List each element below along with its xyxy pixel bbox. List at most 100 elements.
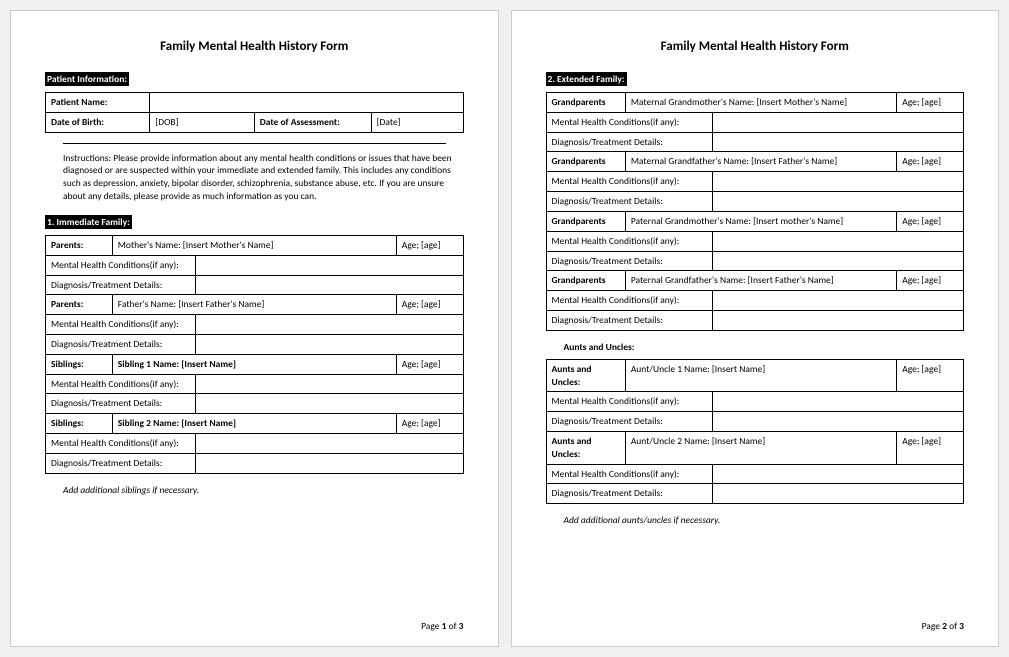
label-dtd: Diagnosis/Treatment Details:	[546, 192, 713, 212]
value-father-mhc[interactable]	[196, 315, 463, 335]
value-patgf-dtd[interactable]	[713, 310, 964, 330]
instructions-text: Instructions: Please provide information…	[63, 152, 464, 203]
label-mhc: Mental Health Conditions(if any):	[46, 434, 196, 454]
value-au1-mhc[interactable]	[713, 392, 964, 412]
value-matgm-dtd[interactable]	[713, 132, 964, 152]
page-2: Family Mental Health History Form 2. Ext…	[511, 10, 1000, 647]
value-au2-mhc[interactable]	[713, 464, 964, 484]
immediate-family-table: Parents: Mother's Name: [Insert Mother's…	[45, 235, 464, 474]
value-patgm-mhc[interactable]	[713, 231, 964, 251]
value-sibling2-name[interactable]: Sibling 2 Name: [Insert Name]	[112, 414, 396, 434]
label-dtd: Diagnosis/Treatment Details:	[546, 484, 713, 504]
label-dtd: Diagnosis/Treatment Details:	[546, 251, 713, 271]
value-au2-age[interactable]: Age; [age]	[897, 432, 964, 465]
label-mhc: Mental Health Conditions(if any):	[46, 315, 196, 335]
value-au2-name[interactable]: Aunt/Uncle 2 Name: [Insert Name]	[625, 432, 896, 465]
value-patgm-age[interactable]: Age; [age]	[897, 211, 964, 231]
label-siblings: Siblings:	[46, 354, 113, 374]
label-grandparents: Grandparents	[546, 271, 625, 291]
value-sibling2-dtd[interactable]	[196, 453, 463, 473]
page-footer: Page 1 of 3	[421, 620, 463, 632]
label-mhc: Mental Health Conditions(if any):	[546, 112, 713, 132]
page-footer: Page 2 of 3	[922, 620, 964, 632]
value-matgf-name[interactable]: Maternal Grandfather's Name: [Insert Fat…	[625, 152, 896, 172]
value-father-dtd[interactable]	[196, 334, 463, 354]
value-father-name[interactable]: Father's Name: [Insert Father's Name]	[112, 295, 396, 315]
label-dtd: Diagnosis/Treatment Details:	[46, 394, 196, 414]
note-aunts: Add additional aunts/uncles if necessary…	[564, 514, 965, 526]
value-matgf-age[interactable]: Age; [age]	[897, 152, 964, 172]
grandparents-table: Grandparents Maternal Grandmother's Name…	[546, 92, 965, 331]
form-title: Family Mental Health History Form	[45, 39, 464, 54]
label-dtd: Diagnosis/Treatment Details:	[46, 453, 196, 473]
value-sibling2-age[interactable]: Age; [age]	[396, 414, 463, 434]
value-sibling1-name[interactable]: Sibling 1 Name: [Insert Name]	[112, 354, 396, 374]
value-sibling2-mhc[interactable]	[196, 434, 463, 454]
aunts-uncles-table: Aunts and Uncles: Aunt/Uncle 1 Name: [In…	[546, 359, 965, 505]
label-dtd: Diagnosis/Treatment Details:	[546, 132, 713, 152]
label-dtd: Diagnosis/Treatment Details:	[546, 412, 713, 432]
section-patient-info: Patient Information:	[45, 72, 129, 86]
label-aunts-uncles: Aunts and Uncles:	[546, 432, 625, 465]
footer-of: of	[947, 620, 959, 632]
value-matgf-dtd[interactable]	[713, 192, 964, 212]
label-dob: Date of Birth:	[46, 112, 150, 132]
patient-info-table: Patient Name: Date of Birth: [DOB] Date …	[45, 92, 464, 133]
value-au1-name[interactable]: Aunt/Uncle 1 Name: [Insert Name]	[625, 359, 896, 392]
value-au1-age[interactable]: Age; [age]	[897, 359, 964, 392]
label-dtd: Diagnosis/Treatment Details:	[46, 334, 196, 354]
footer-of: of	[446, 620, 458, 632]
value-sibling1-age[interactable]: Age; [age]	[396, 354, 463, 374]
label-mhc: Mental Health Conditions(if any):	[546, 464, 713, 484]
section-immediate-family: 1. Immediate Family:	[45, 215, 132, 229]
value-patient-name[interactable]	[150, 93, 463, 113]
value-matgm-age[interactable]: Age; [age]	[897, 93, 964, 113]
value-dob[interactable]: [DOB]	[150, 112, 254, 132]
footer-page-label: Page	[922, 620, 943, 632]
label-grandparents: Grandparents	[546, 152, 625, 172]
value-mother-age[interactable]: Age; [age]	[396, 235, 463, 255]
label-dtd: Diagnosis/Treatment Details:	[46, 275, 196, 295]
label-doa: Date of Assessment:	[254, 112, 371, 132]
label-mhc: Mental Health Conditions(if any):	[546, 231, 713, 251]
label-mhc: Mental Health Conditions(if any):	[46, 374, 196, 394]
label-siblings: Siblings:	[46, 414, 113, 434]
label-grandparents: Grandparents	[546, 211, 625, 231]
value-father-age[interactable]: Age; [age]	[396, 295, 463, 315]
label-dtd: Diagnosis/Treatment Details:	[546, 310, 713, 330]
page-1: Family Mental Health History Form Patien…	[10, 10, 499, 647]
divider	[63, 143, 446, 144]
form-title: Family Mental Health History Form	[546, 39, 965, 54]
value-matgm-mhc[interactable]	[713, 112, 964, 132]
footer-page-label: Page	[421, 620, 442, 632]
value-patgf-mhc[interactable]	[713, 291, 964, 311]
value-mother-name[interactable]: Mother's Name: [Insert Mother's Name]	[112, 235, 396, 255]
label-patient-name: Patient Name:	[46, 93, 150, 113]
label-parents: Parents:	[46, 235, 113, 255]
value-au1-dtd[interactable]	[713, 412, 964, 432]
label-aunts-uncles: Aunts and Uncles:	[546, 359, 625, 392]
value-au2-dtd[interactable]	[713, 484, 964, 504]
value-sibling1-mhc[interactable]	[196, 374, 463, 394]
note-siblings: Add additional siblings if necessary.	[63, 484, 464, 496]
heading-aunts-uncles: Aunts and Uncles:	[564, 341, 965, 353]
value-mother-dtd[interactable]	[196, 275, 463, 295]
footer-total: 3	[959, 620, 964, 632]
value-matgf-mhc[interactable]	[713, 172, 964, 192]
value-mother-mhc[interactable]	[196, 255, 463, 275]
value-patgm-name[interactable]: Paternal Grandmother's Name: [Insert mot…	[625, 211, 896, 231]
label-mhc: Mental Health Conditions(if any):	[46, 255, 196, 275]
label-mhc: Mental Health Conditions(if any):	[546, 172, 713, 192]
label-grandparents: Grandparents	[546, 93, 625, 113]
section-extended-family: 2. Extended Family:	[546, 72, 627, 86]
label-mhc: Mental Health Conditions(if any):	[546, 291, 713, 311]
value-matgm-name[interactable]: Maternal Grandmother's Name: [Insert Mot…	[625, 93, 896, 113]
value-patgf-name[interactable]: Paternal Grandfather's Name: [Insert Fat…	[625, 271, 896, 291]
value-patgm-dtd[interactable]	[713, 251, 964, 271]
value-sibling1-dtd[interactable]	[196, 394, 463, 414]
footer-total: 3	[459, 620, 464, 632]
label-mhc: Mental Health Conditions(if any):	[546, 392, 713, 412]
label-parents: Parents:	[46, 295, 113, 315]
value-doa[interactable]: [Date]	[371, 112, 463, 132]
value-patgf-age[interactable]: Age; [age]	[897, 271, 964, 291]
